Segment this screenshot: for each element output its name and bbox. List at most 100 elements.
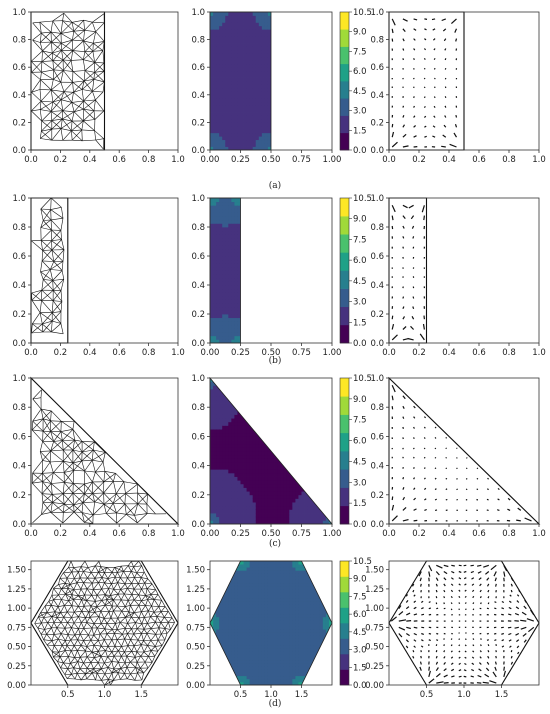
- mesh-edge: [83, 51, 86, 60]
- contour-cell: [262, 281, 265, 285]
- contour-cell: [283, 71, 286, 75]
- contour-cell: [222, 115, 226, 120]
- quiver-arrow: [413, 105, 416, 108]
- contour-cell: [286, 71, 289, 75]
- contour-cell: [280, 205, 283, 209]
- colorbar-1: 0.01.53.04.56.07.59.010.5: [339, 194, 372, 349]
- contour-cell: [308, 109, 311, 113]
- contour-cell: [241, 292, 244, 296]
- contour-cell: [213, 63, 217, 68]
- colorbar-tick-label: 1.5: [353, 318, 367, 328]
- mesh-edge: [60, 119, 63, 129]
- contour-cell: [298, 140, 301, 144]
- contour-cell: [258, 36, 263, 40]
- contour-cell: [244, 332, 247, 336]
- contour-cell: [249, 509, 254, 514]
- contour-cell: [268, 260, 271, 264]
- contour-cell: [268, 285, 271, 289]
- contour-cell: [225, 101, 229, 106]
- mesh-edge: [74, 439, 83, 453]
- contour-cell: [244, 285, 247, 289]
- mesh-edge: [137, 492, 148, 495]
- contour-cell: [231, 219, 235, 224]
- contour-cell: [252, 520, 257, 524]
- contour-cell: [277, 143, 280, 147]
- contour-cell: [261, 392, 266, 397]
- contour-cell: [244, 231, 247, 235]
- mesh-edge: [52, 278, 65, 291]
- contour-cell: [243, 385, 247, 390]
- contour-cell: [292, 234, 295, 238]
- contour-cell: [252, 94, 257, 99]
- mesh-edge: [84, 62, 95, 71]
- contour-cell: [237, 472, 241, 477]
- contour-cell: [247, 213, 250, 217]
- contour-cell: [308, 116, 311, 120]
- contour-cell: [222, 299, 226, 304]
- contour-cell: [240, 112, 244, 116]
- quiver-arrow: [423, 77, 426, 80]
- contour-cell: [302, 88, 305, 92]
- contour-cell: [280, 249, 283, 253]
- contour-cell: [326, 19, 329, 23]
- contour-cell: [234, 125, 238, 130]
- contour-cell: [213, 292, 217, 297]
- contour-cell: [231, 230, 235, 235]
- contour-cell: [295, 53, 298, 57]
- contour-cell: [271, 227, 274, 231]
- contour-cell: [234, 77, 238, 82]
- x-tick-label: 1.0: [532, 155, 546, 165]
- contour-cell: [228, 39, 232, 44]
- mesh-edge: [32, 21, 40, 24]
- mesh-edge: [116, 503, 126, 514]
- contour-cell: [219, 46, 223, 51]
- contour-cell: [228, 328, 232, 333]
- mesh-edge: [72, 493, 74, 506]
- contour-cell: [234, 91, 238, 96]
- contour-cell: [323, 310, 326, 314]
- contour-cell: [320, 81, 323, 85]
- contour-cell: [274, 109, 277, 113]
- contour-cell: [228, 483, 232, 488]
- contour-cell: [225, 49, 229, 54]
- contour-cell: [216, 410, 220, 415]
- contour-cell: [252, 516, 257, 521]
- contour-cell: [243, 399, 247, 404]
- contour-cell: [228, 274, 232, 279]
- contour-cell: [265, 209, 268, 213]
- mesh-edge: [41, 71, 54, 80]
- contour-cell: [271, 119, 274, 123]
- contour-0: [209, 11, 329, 151]
- contour-cell: [222, 245, 226, 250]
- contour-cell: [228, 410, 232, 415]
- contour-cell: [258, 378, 263, 383]
- contour-cell: [234, 15, 238, 20]
- contour-cell: [308, 267, 311, 271]
- mesh-edge: [51, 41, 62, 44]
- contour-cell: [237, 60, 241, 65]
- contour-cell: [234, 81, 238, 85]
- contour-cell: [259, 318, 262, 322]
- contour-cell: [249, 392, 254, 397]
- contour-cell: [317, 126, 320, 130]
- contour-cell: [222, 125, 226, 130]
- contour-cell: [237, 502, 241, 507]
- contour-cell: [292, 281, 295, 285]
- contour-cell: [302, 296, 305, 300]
- contour-cell: [258, 77, 263, 82]
- contour-cell: [237, 281, 241, 286]
- contour-cell: [302, 116, 305, 120]
- contour-cell: [265, 310, 268, 314]
- contour-cell: [249, 443, 254, 448]
- contour-cell: [274, 256, 277, 260]
- contour-cell: [240, 87, 244, 92]
- mesh-edge: [50, 269, 63, 271]
- mesh-edge: [72, 462, 85, 472]
- contour-cell: [231, 520, 235, 524]
- y-tick-label: 0.8: [370, 223, 384, 233]
- contour-cell: [317, 227, 320, 231]
- axes-frame: [30, 197, 179, 344]
- contour-cell: [243, 476, 247, 481]
- contour-cell: [326, 122, 329, 126]
- contour-cell: [267, 67, 271, 72]
